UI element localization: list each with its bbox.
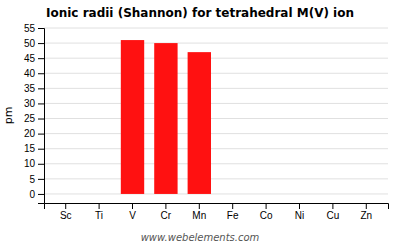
tick-mark <box>38 73 44 74</box>
bar <box>254 193 277 194</box>
tick-mark <box>165 203 166 209</box>
tick-label: V <box>129 210 136 221</box>
tick-label: 15 <box>24 143 36 154</box>
tick: 20 <box>24 128 44 139</box>
tick-label: 20 <box>24 128 36 139</box>
bar <box>355 193 378 194</box>
bar <box>288 193 311 194</box>
tick-label: Ti <box>95 210 103 221</box>
bar <box>154 43 177 194</box>
tick: Sc <box>60 203 72 221</box>
y-axis: 0 5 10 15 20 25 30 35 40 45 50 55 <box>24 23 45 204</box>
tick-mark <box>366 203 367 209</box>
tick-mark <box>38 28 44 29</box>
tick-label: Co <box>260 210 273 221</box>
tick-label: 40 <box>24 68 36 79</box>
tick-mark <box>38 119 44 120</box>
tick: 50 <box>24 38 44 49</box>
tick-label: Mn <box>192 210 206 221</box>
tick-mark <box>38 88 44 89</box>
axis-line <box>45 204 389 210</box>
grid-line <box>44 73 388 74</box>
bar <box>321 193 344 194</box>
grid-line <box>44 133 388 134</box>
grid-line <box>44 88 388 89</box>
tick: 35 <box>24 83 44 94</box>
x-axis: Sc Ti V Cr Mn Fe Co Ni Cu Zn <box>45 203 389 221</box>
grid-line <box>44 103 388 104</box>
title: Ionic radii (Shannon) for tetrahedral M(… <box>46 6 354 20</box>
tick-mark <box>38 58 44 59</box>
tick: Ni <box>295 203 304 221</box>
axis-title: pm <box>2 107 15 125</box>
tick: Co <box>260 203 273 221</box>
tick-mark <box>65 203 66 209</box>
tick-label: 45 <box>24 53 36 64</box>
tick: 10 <box>24 158 44 169</box>
tick-mark <box>299 203 300 209</box>
grid-line <box>44 58 388 59</box>
tick-label: Sc <box>60 210 72 221</box>
tick: 30 <box>24 98 44 109</box>
tick: 45 <box>24 53 44 64</box>
tick-label: 10 <box>24 158 36 169</box>
tick-mark <box>38 134 44 135</box>
tick-label: 35 <box>24 83 36 94</box>
tick-label: 5 <box>29 174 35 185</box>
grid-line <box>44 178 388 179</box>
tick: 5 <box>29 174 44 185</box>
tick: 25 <box>24 113 44 124</box>
bars <box>121 40 211 194</box>
tick: Zn <box>360 203 372 221</box>
tick-label: Cr <box>161 210 172 221</box>
grid-line <box>44 163 388 164</box>
tick: Mn <box>192 203 206 221</box>
tick-mark <box>38 194 44 195</box>
chart: 0 5 10 15 20 25 30 35 40 45 50 55 Sc Ti V Cr Mn Fe Co Ni Cu Z… <box>0 0 400 247</box>
tick-label: 0 <box>29 189 35 200</box>
tick-label: Cu <box>326 210 339 221</box>
tick-mark <box>132 203 133 209</box>
annotation: www.webelements.com <box>141 232 260 243</box>
bar <box>87 193 110 194</box>
bar <box>221 193 244 194</box>
tick-mark <box>266 203 267 209</box>
tick-mark <box>332 203 333 209</box>
tick-label: 25 <box>24 113 36 124</box>
tick-label: 55 <box>24 23 36 34</box>
bar <box>121 40 144 194</box>
tick: Fe <box>227 203 239 221</box>
tick: Cr <box>161 203 172 221</box>
tick-mark <box>38 179 44 180</box>
tick-mark <box>38 164 44 165</box>
bar <box>54 193 77 194</box>
tick-label: Ni <box>295 210 304 221</box>
tick-mark <box>232 203 233 209</box>
tick: 0 <box>29 189 44 200</box>
grid-line <box>44 148 388 149</box>
tick-label: Zn <box>360 210 372 221</box>
axis-line <box>38 29 45 204</box>
tick-mark <box>38 43 44 44</box>
tick-mark <box>99 203 100 209</box>
tick: 40 <box>24 68 44 79</box>
tick-label: 50 <box>24 38 36 49</box>
tick: Cu <box>326 203 339 221</box>
tick-label: 30 <box>24 98 36 109</box>
grid-line <box>44 193 388 194</box>
grid-line <box>44 118 388 119</box>
tick: Ti <box>95 203 103 221</box>
bar <box>188 52 211 194</box>
tick-mark <box>38 149 44 150</box>
tick-mark <box>38 103 44 104</box>
grid-line <box>44 43 388 44</box>
tick: 55 <box>24 23 44 34</box>
tick-mark <box>199 203 200 209</box>
tick: 15 <box>24 143 44 154</box>
tick: V <box>129 203 136 221</box>
tick-label: Fe <box>227 210 239 221</box>
grid <box>44 28 388 194</box>
grid-line <box>44 28 388 29</box>
